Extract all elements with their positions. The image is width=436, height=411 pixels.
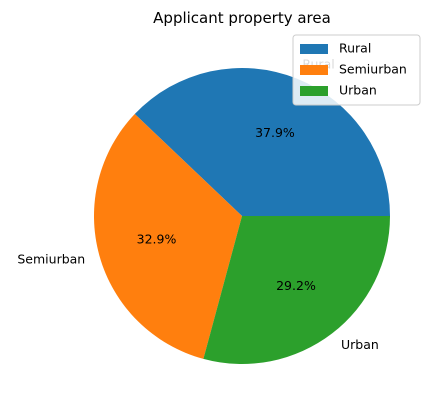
legend-label-rural: Rural xyxy=(339,41,371,56)
legend-swatch-rural xyxy=(300,44,328,54)
legend-swatch-semiurban xyxy=(300,65,328,75)
pie-slice-urban xyxy=(203,216,390,364)
slice-label-urban: Urban xyxy=(341,337,379,352)
pie-slice-semiurban xyxy=(93,114,242,359)
pie-slices xyxy=(93,68,390,364)
chart-title: Applicant property area xyxy=(153,9,331,27)
legend: Rural Semiurban Urban xyxy=(292,34,421,106)
legend-label-semiurban: Semiurban xyxy=(339,62,407,77)
slice-value-urban: 29.2% xyxy=(276,278,316,293)
slice-value-rural: 37.9% xyxy=(255,125,295,140)
legend-label-urban: Urban xyxy=(339,83,377,98)
legend-swatch-urban xyxy=(300,86,328,96)
slice-value-semiurban: 32.9% xyxy=(137,231,177,246)
slice-label-semiurban: Semiurban xyxy=(17,251,85,266)
